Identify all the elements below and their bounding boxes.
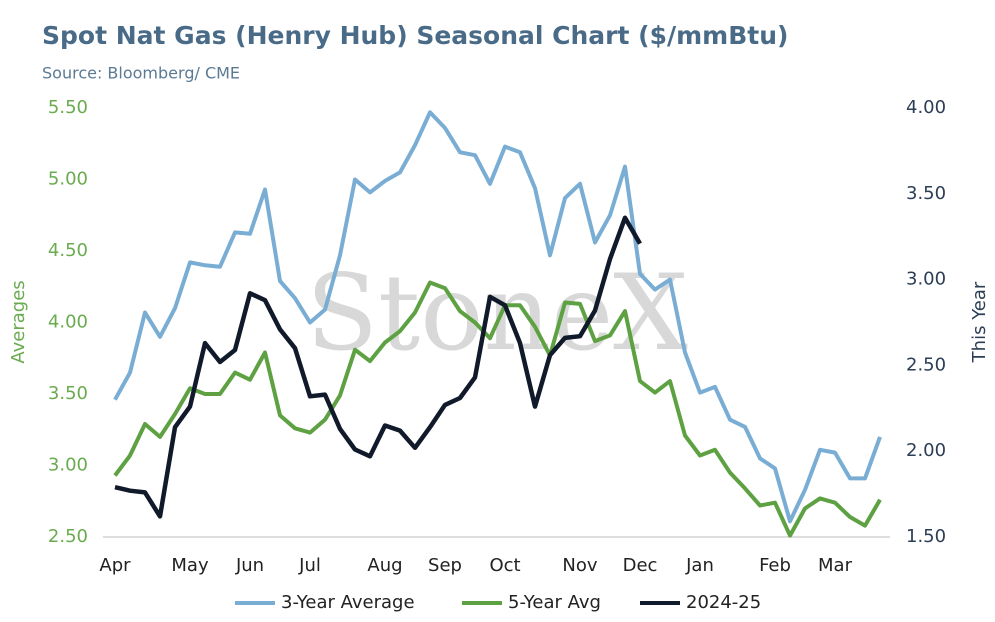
legend-label: 5-Year Avg — [508, 592, 601, 613]
y-tick-label: 4.00 — [48, 312, 88, 333]
y2-axis-label: This Year — [969, 281, 990, 363]
x-tick-label: Jun — [235, 555, 264, 576]
x-tick-label: Sep — [428, 555, 462, 576]
y-tick-label: 5.00 — [48, 169, 88, 190]
y-axis-label: Averages — [8, 280, 29, 363]
y2-tick-label: 2.00 — [906, 440, 946, 461]
y2-tick-label: 3.00 — [906, 269, 946, 290]
x-tick-label: Feb — [759, 555, 791, 576]
y2-tick-label: 1.50 — [906, 526, 946, 547]
x-tick-label: Dec — [623, 555, 658, 576]
y-tick-label: 4.50 — [48, 240, 88, 261]
legend-label: 3-Year Average — [281, 592, 415, 613]
series-line — [113, 280, 882, 538]
y-tick-label: 5.50 — [48, 97, 88, 118]
x-tick-label: Mar — [818, 555, 853, 576]
legend-label: 2024-25 — [686, 592, 761, 613]
series-line — [114, 215, 642, 519]
y2-tick-label: 2.50 — [906, 354, 946, 375]
x-tick-label: Nov — [562, 555, 597, 576]
y2-tick-label: 4.00 — [906, 97, 946, 118]
x-tick-label: Aug — [367, 555, 402, 576]
x-tick-label: Jan — [685, 555, 714, 576]
x-tick-label: Oct — [489, 555, 520, 576]
series-line — [113, 110, 882, 524]
y2-tick-label: 3.50 — [906, 183, 946, 204]
y-tick-label: 2.50 — [48, 526, 88, 547]
y-tick-label: 3.50 — [48, 383, 88, 404]
chart-subtitle: Source: Bloomberg/ CME — [42, 64, 240, 83]
x-tick-label: Jul — [298, 555, 321, 576]
y-tick-label: 3.00 — [48, 455, 88, 476]
x-tick-label: Apr — [99, 555, 131, 576]
x-tick-label: May — [171, 555, 209, 576]
chart-title: Spot Nat Gas (Henry Hub) Seasonal Chart … — [42, 21, 788, 50]
